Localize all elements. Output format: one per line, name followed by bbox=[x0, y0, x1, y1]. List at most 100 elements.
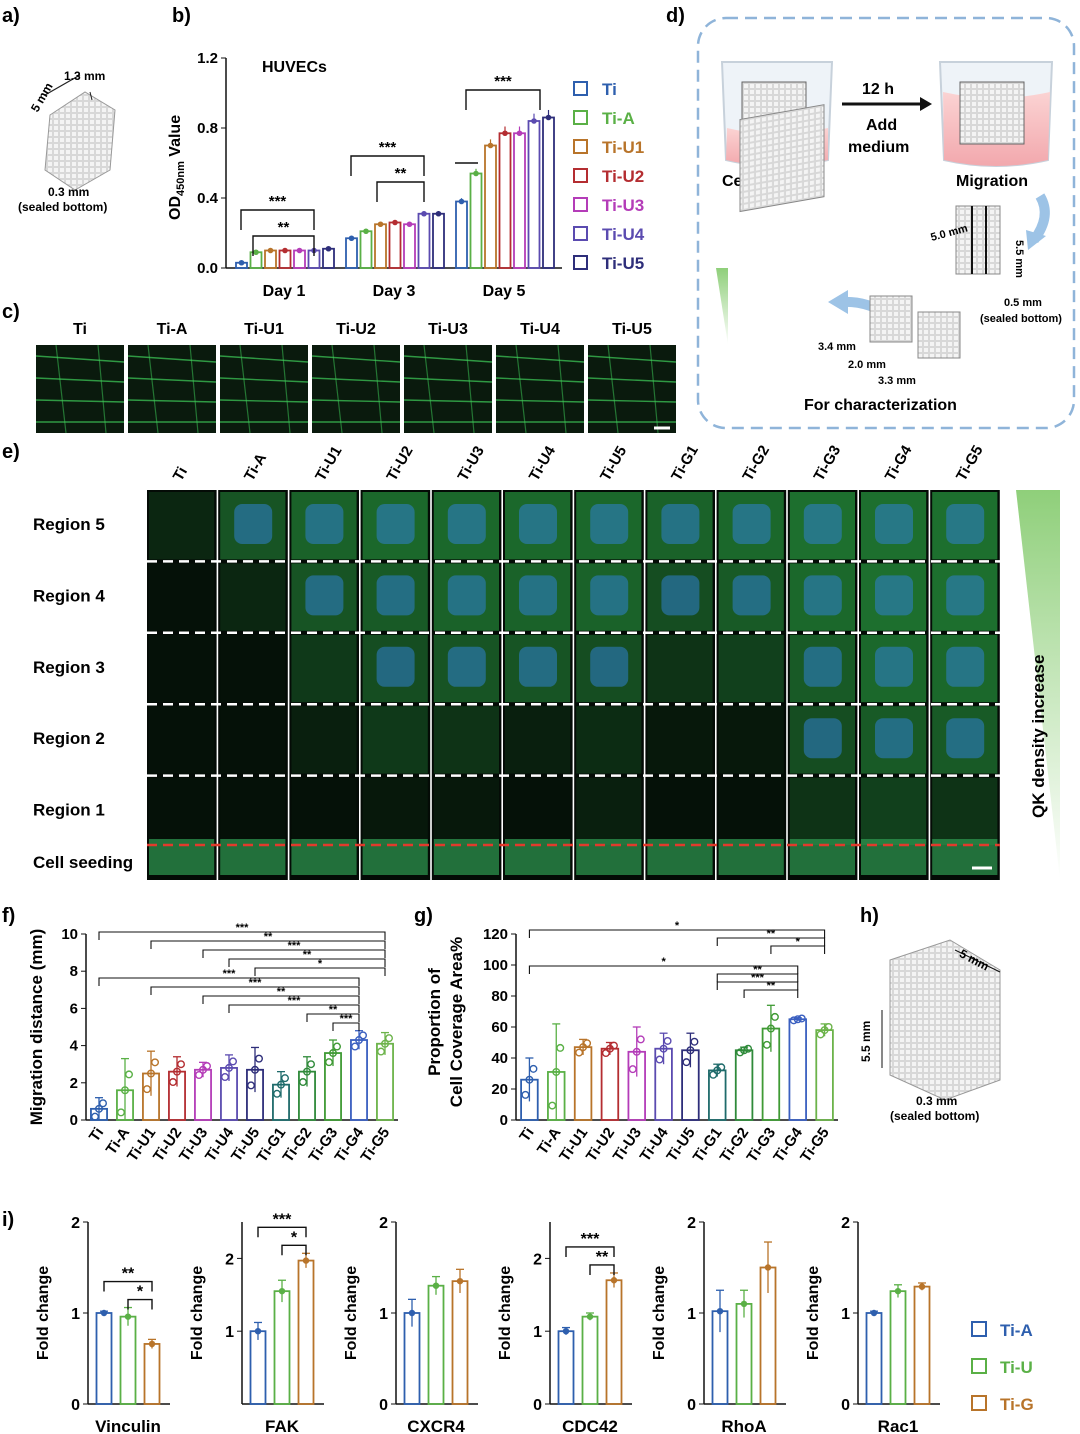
sig-bracket bbox=[254, 967, 386, 976]
scaffold-pore bbox=[519, 504, 557, 544]
cell-coverage bbox=[149, 777, 215, 845]
scaffold-pore bbox=[661, 575, 700, 616]
data-point bbox=[764, 1264, 772, 1271]
sig-bracket bbox=[770, 945, 826, 954]
dim-side-label: 5 mm bbox=[28, 80, 56, 114]
migrated-scaffold bbox=[959, 81, 1025, 145]
bar bbox=[427, 1284, 445, 1405]
panel-label-c: c) bbox=[2, 301, 20, 323]
dim-0-5: 0.5 mm bbox=[1004, 297, 1042, 309]
sig-mark: ** bbox=[767, 928, 776, 940]
cell-coverage bbox=[220, 777, 286, 845]
sig-bracket bbox=[589, 1264, 615, 1275]
fiber-line bbox=[147, 344, 159, 434]
legend-swatch bbox=[573, 255, 588, 270]
micrograph-label: Ti-U5 bbox=[612, 321, 652, 338]
sig-bracket bbox=[528, 929, 826, 938]
fiber-line bbox=[219, 399, 309, 403]
data-point bbox=[770, 1012, 779, 1021]
fiber-line bbox=[239, 344, 251, 434]
data-point bbox=[228, 1057, 237, 1066]
scaffold-pore bbox=[946, 575, 985, 616]
sig-mark: ** bbox=[596, 1249, 609, 1266]
region-label: Region 1 bbox=[33, 801, 105, 820]
panel-label-b: b) bbox=[172, 5, 191, 27]
bar bbox=[388, 221, 402, 269]
bar bbox=[865, 1312, 883, 1405]
y-tick-label: 1 bbox=[533, 1324, 542, 1341]
scaffold-pore bbox=[590, 504, 629, 544]
data-point bbox=[281, 1074, 290, 1083]
sig-mark: *** bbox=[288, 940, 302, 952]
cell-coverage bbox=[932, 777, 998, 845]
data-point bbox=[628, 1065, 637, 1074]
data-point bbox=[299, 1078, 308, 1087]
dim-5-5: 5.5 mm bbox=[1013, 240, 1025, 278]
dim-3-3: 3.3 mm bbox=[878, 375, 916, 387]
x-category-label: CXCR4 bbox=[407, 1417, 465, 1434]
data-point bbox=[277, 1080, 286, 1089]
cell-coverage bbox=[505, 706, 571, 774]
column-label: Ti-U3 bbox=[455, 443, 488, 484]
sig-bracket bbox=[240, 209, 315, 230]
sig-bracket bbox=[465, 89, 541, 110]
dim-bottom-label: 0.3 mm bbox=[48, 185, 89, 199]
scaffold-pore bbox=[519, 646, 557, 687]
fiber-line bbox=[587, 377, 677, 383]
scaffold-pore bbox=[234, 504, 273, 544]
data-point bbox=[432, 1282, 440, 1289]
sig-mark: *** bbox=[223, 968, 237, 980]
column-label: Ti-G3 bbox=[811, 443, 845, 484]
x-tick-label: Ti bbox=[516, 1125, 537, 1145]
fiber-line bbox=[311, 377, 401, 383]
y-tick-label: 2 bbox=[841, 1215, 850, 1232]
data-point bbox=[531, 118, 537, 124]
y-tick-label: 40 bbox=[491, 1050, 508, 1067]
bar bbox=[498, 132, 512, 269]
y-axis-label: Migration distance (mm) bbox=[27, 929, 46, 1125]
data-point bbox=[816, 1030, 825, 1039]
sig-mark: ** bbox=[277, 986, 286, 998]
sig-mark: * bbox=[661, 956, 666, 968]
fiber-line bbox=[403, 377, 493, 383]
y-tick-label: 2 bbox=[379, 1215, 388, 1232]
data-point bbox=[124, 1313, 132, 1320]
panel-e-migration-images: Ti Ti-A Ti-U1 Ti-U2 Ti-U3 Ti-U4 Ti-U5 Ti-G1 Ti-G… bbox=[33, 442, 1060, 880]
data-point bbox=[736, 1048, 745, 1057]
micrograph-tile bbox=[36, 345, 124, 433]
data-point bbox=[377, 1047, 386, 1056]
scaffold-pore bbox=[447, 504, 486, 544]
data-point bbox=[329, 1049, 338, 1058]
data-point bbox=[267, 247, 274, 254]
x-tick-label: Day 5 bbox=[483, 283, 526, 300]
fiber-line bbox=[515, 344, 527, 434]
y-axis-label: Fold change bbox=[35, 1266, 52, 1360]
scaffold-pore bbox=[590, 575, 629, 616]
y-tick-label: 20 bbox=[491, 1081, 508, 1098]
y-axis-label-2: Cell Coverage Area% bbox=[447, 937, 466, 1107]
fiber-line bbox=[403, 399, 493, 403]
y-tick-label: 4 bbox=[70, 1038, 79, 1055]
scaffold-pore bbox=[732, 575, 771, 616]
cell-coverage bbox=[576, 706, 642, 774]
sig-mark: *** bbox=[581, 1231, 600, 1248]
bar bbox=[600, 1047, 620, 1121]
micrograph-label: Ti-U4 bbox=[520, 321, 560, 338]
chart-b: 0.0 0.4 0.8 1.2 OD450nm Value HUVECs Day 1 Day … bbox=[167, 50, 645, 300]
fiber-line bbox=[35, 399, 125, 403]
bar bbox=[451, 1280, 469, 1405]
bar bbox=[581, 1315, 599, 1405]
data-point bbox=[296, 247, 303, 254]
y-tick-label: 60 bbox=[491, 1019, 508, 1036]
micrograph-tile bbox=[496, 345, 584, 433]
data-point bbox=[325, 245, 332, 252]
region-label: Region 5 bbox=[33, 515, 105, 534]
scaffold-pore bbox=[376, 575, 415, 616]
data-point bbox=[148, 1340, 156, 1348]
sealed-bottom-note: (sealed bottom) bbox=[18, 200, 107, 214]
cell-coverage bbox=[362, 706, 428, 774]
cell-coverage bbox=[149, 706, 215, 774]
scaffold-pore bbox=[519, 575, 557, 616]
scaffold-pore bbox=[803, 646, 842, 687]
micrograph-tile bbox=[128, 345, 216, 433]
